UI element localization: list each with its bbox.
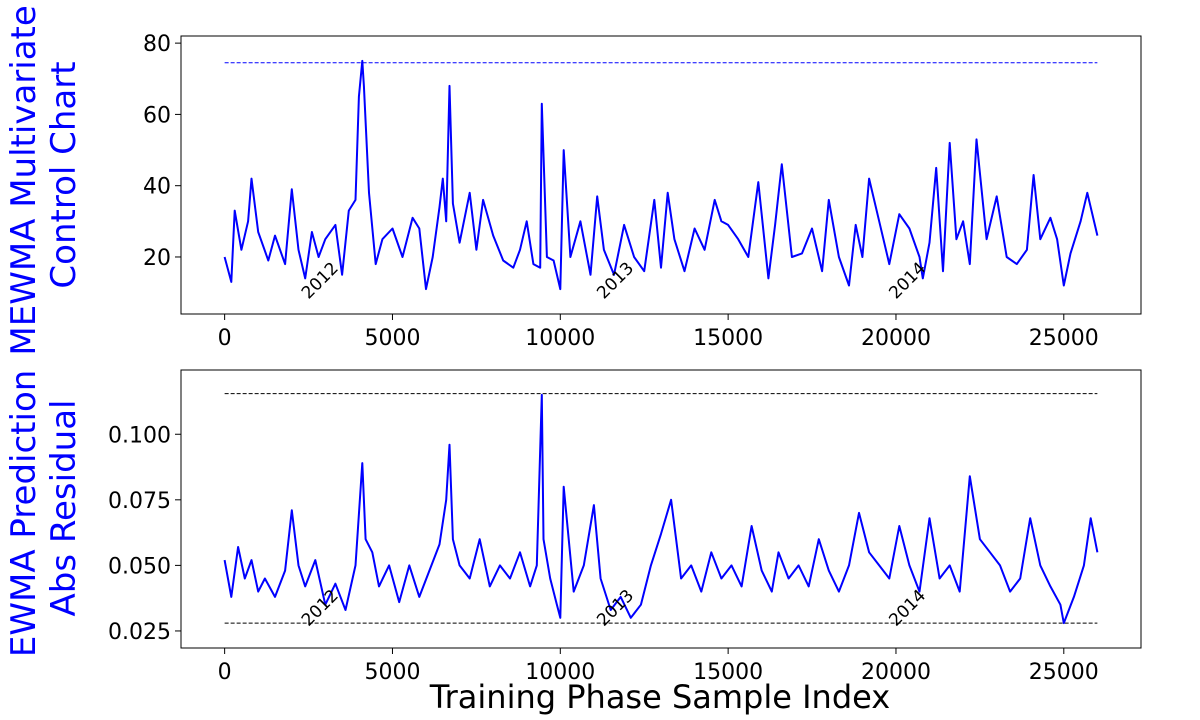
y-tick-label: 60 (143, 103, 171, 128)
x-tick-label: 15000 (693, 326, 763, 351)
year-annotations-bottom: 2012 2013 2014 (298, 586, 930, 631)
x-tick-label: 10000 (525, 326, 595, 351)
x-tick-label: 20000 (861, 326, 931, 351)
y-tick-label: 80 (143, 32, 171, 57)
x-axis-top: 0 5000 10000 15000 20000 25000 (218, 314, 1099, 351)
x-tick-label: 25000 (1029, 660, 1099, 685)
y-tick-label: 0.025 (108, 620, 171, 645)
year-annotation: 2012 (298, 586, 343, 631)
y-tick-label: 40 (143, 175, 171, 200)
y-axis-bottom: 0.025 0.050 0.075 0.100 (108, 423, 181, 645)
x-tick-label: 5000 (364, 326, 420, 351)
year-annotation: 2013 (593, 586, 638, 631)
y-tick-label: 0.100 (108, 423, 171, 448)
y-tick-label: 20 (143, 246, 171, 271)
y-axis-label-bottom-line1: EWMA Prediction (4, 370, 44, 657)
x-tick-label: 10000 (525, 660, 595, 685)
y-tick-label: 0.050 (108, 554, 171, 579)
y-tick-label: 0.075 (108, 489, 171, 514)
year-annotation: 2014 (885, 586, 930, 631)
y-axis-label-top-line1: MEWMA Multivariate (4, 5, 44, 355)
x-tick-label: 15000 (693, 660, 763, 685)
x-tick-label: 0 (218, 326, 232, 351)
year-annotations-top: 2012 2013 2014 (298, 259, 930, 304)
chart-panel-bottom: 0.025 0.050 0.075 0.100 0 5000 10000 15000 2000… (4, 359, 1142, 685)
y-axis-label-top-line2: Control Chart (44, 61, 84, 288)
x-axis-label: Training Phase Sample Index (429, 678, 890, 716)
y-axis-label-bottom: EWMA Prediction Abs Residual (4, 359, 84, 657)
series-line-mewma (223, 59, 1099, 291)
x-tick-label: 20000 (861, 660, 931, 685)
year-annotation: 2012 (298, 259, 343, 304)
plot-frame-bottom (180, 369, 1142, 649)
y-axis-label-bottom-line2: Abs Residual (44, 400, 84, 617)
y-axis-label-top: MEWMA Multivariate Control Chart (4, 0, 84, 356)
x-tick-label: 0 (218, 660, 232, 685)
y-axis-top: 20 40 60 80 (143, 32, 181, 271)
x-tick-label: 25000 (1029, 326, 1099, 351)
plot-frame-top (180, 35, 1142, 315)
x-axis-bottom: 0 5000 10000 15000 20000 25000 (218, 648, 1099, 685)
series-line-ewma-residual (223, 393, 1099, 625)
x-tick-label: 5000 (364, 660, 420, 685)
year-annotation: 2014 (885, 259, 930, 304)
